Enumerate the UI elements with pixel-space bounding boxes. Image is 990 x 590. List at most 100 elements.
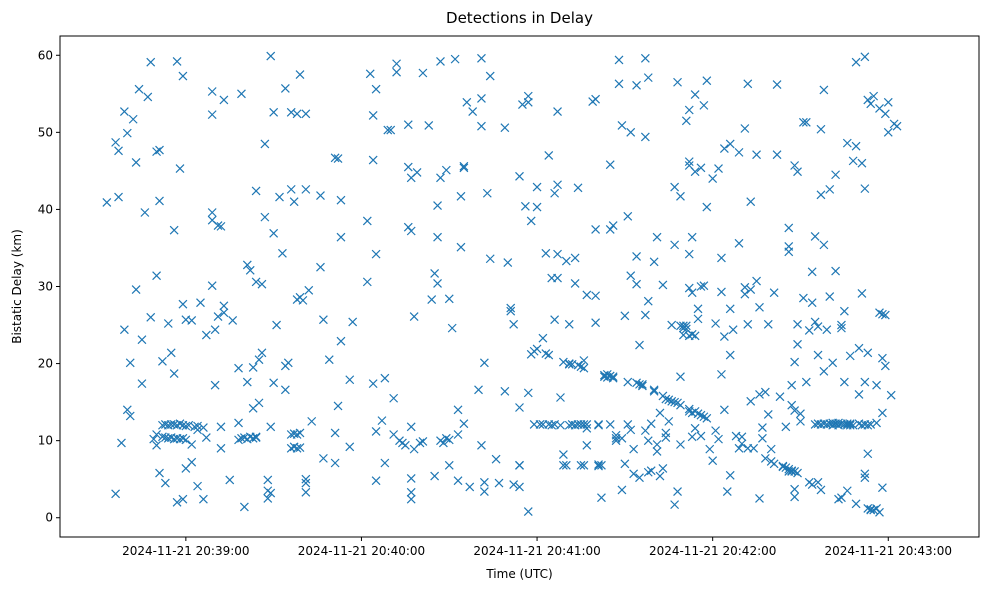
data-point bbox=[146, 312, 156, 322]
data-point bbox=[676, 440, 685, 449]
data-point bbox=[207, 110, 217, 120]
data-point bbox=[640, 53, 650, 63]
data-point bbox=[237, 89, 246, 99]
data-point bbox=[260, 212, 270, 222]
data-point bbox=[819, 366, 829, 376]
data-point bbox=[717, 369, 726, 379]
data-point bbox=[477, 94, 486, 103]
data-point bbox=[178, 299, 188, 309]
data-point bbox=[649, 257, 659, 267]
y-tick-label: 60 bbox=[38, 48, 53, 62]
data-point bbox=[605, 160, 615, 170]
data-point bbox=[506, 303, 516, 313]
data-point bbox=[831, 170, 841, 180]
data-point bbox=[295, 70, 305, 79]
data-point bbox=[149, 434, 159, 444]
data-point bbox=[740, 289, 750, 299]
x-tick-label: 2024-11-21 20:39:00 bbox=[122, 544, 249, 558]
data-point bbox=[845, 351, 855, 361]
data-point bbox=[280, 361, 290, 371]
data-point bbox=[556, 420, 565, 430]
data-point bbox=[348, 317, 358, 327]
data-point bbox=[477, 440, 486, 450]
data-point bbox=[640, 310, 650, 320]
data-point bbox=[860, 184, 870, 194]
data-point bbox=[755, 389, 764, 399]
data-point bbox=[801, 117, 811, 127]
data-point bbox=[178, 494, 188, 504]
data-point bbox=[444, 435, 454, 445]
data-point bbox=[851, 57, 861, 67]
data-point bbox=[301, 184, 311, 194]
data-point bbox=[766, 444, 776, 454]
data-point bbox=[169, 225, 179, 235]
data-point bbox=[535, 420, 545, 429]
data-point bbox=[813, 477, 823, 487]
data-point bbox=[725, 350, 735, 360]
data-point bbox=[872, 504, 881, 513]
data-point bbox=[453, 476, 463, 486]
data-point bbox=[248, 433, 258, 443]
data-point bbox=[620, 459, 630, 469]
data-point bbox=[558, 460, 568, 470]
data-point bbox=[828, 358, 838, 368]
data-point bbox=[725, 470, 735, 480]
data-point bbox=[737, 432, 747, 442]
data-point bbox=[711, 319, 721, 328]
data-point bbox=[635, 340, 644, 350]
data-point bbox=[368, 379, 378, 389]
data-point bbox=[316, 262, 325, 272]
data-point bbox=[635, 379, 644, 389]
data-point bbox=[591, 318, 601, 328]
data-point bbox=[453, 405, 463, 415]
data-point bbox=[137, 379, 147, 389]
data-point bbox=[409, 312, 419, 321]
data-point bbox=[558, 357, 568, 367]
data-point bbox=[318, 315, 328, 325]
data-point bbox=[433, 201, 442, 210]
data-point bbox=[184, 420, 194, 430]
data-point bbox=[515, 171, 524, 181]
data-point bbox=[687, 288, 697, 298]
data-point bbox=[330, 428, 340, 438]
data-point bbox=[128, 114, 138, 124]
y-tick-label: 30 bbox=[38, 280, 53, 294]
data-point bbox=[857, 158, 867, 168]
data-point bbox=[459, 163, 469, 173]
data-point bbox=[509, 480, 519, 490]
data-point bbox=[872, 418, 881, 428]
data-point bbox=[866, 99, 876, 109]
data-point bbox=[532, 182, 542, 192]
data-point bbox=[278, 248, 287, 258]
data-point bbox=[479, 358, 489, 368]
data-point bbox=[608, 221, 618, 231]
data-point bbox=[441, 433, 451, 443]
data-point bbox=[558, 450, 568, 459]
data-point bbox=[605, 225, 615, 234]
data-point bbox=[251, 432, 261, 442]
data-point bbox=[755, 494, 764, 503]
data-points bbox=[102, 51, 902, 517]
data-point bbox=[842, 486, 852, 496]
data-point bbox=[670, 397, 680, 407]
data-point bbox=[280, 83, 290, 93]
x-tick: 2024-11-21 20:40:00 bbox=[298, 537, 425, 558]
data-point bbox=[640, 426, 650, 436]
data-point bbox=[877, 483, 887, 493]
data-point bbox=[158, 356, 167, 366]
data-point bbox=[787, 467, 797, 476]
data-point bbox=[152, 440, 162, 450]
data-point bbox=[728, 325, 738, 335]
data-point bbox=[714, 164, 723, 173]
data-point bbox=[418, 437, 428, 446]
data-point bbox=[193, 421, 202, 431]
data-point bbox=[775, 392, 785, 402]
data-point bbox=[380, 373, 390, 383]
data-point bbox=[579, 460, 589, 470]
data-point bbox=[781, 422, 791, 432]
data-point bbox=[266, 51, 276, 61]
data-point bbox=[623, 211, 633, 221]
data-point bbox=[687, 432, 697, 442]
data-point bbox=[172, 57, 182, 66]
data-point bbox=[717, 287, 726, 297]
